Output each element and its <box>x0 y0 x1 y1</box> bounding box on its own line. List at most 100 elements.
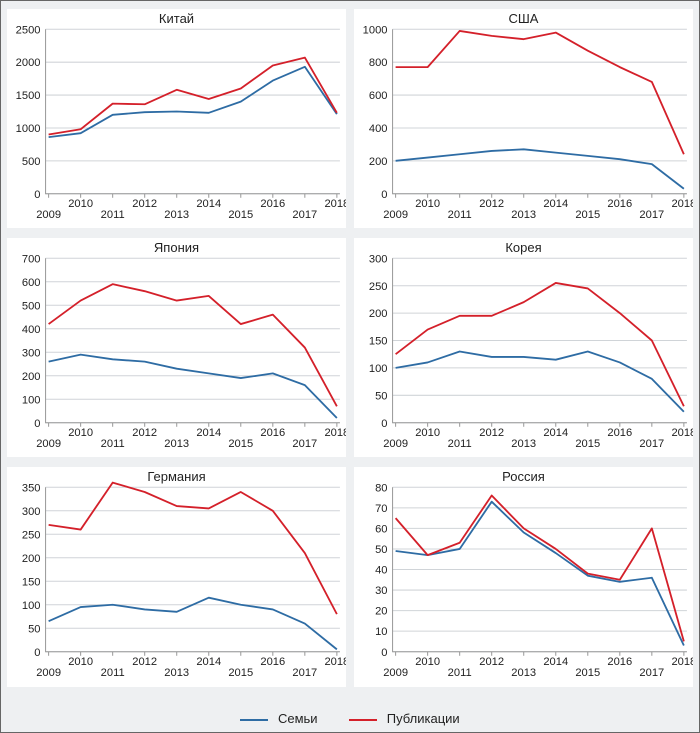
svg-text:500: 500 <box>22 301 41 313</box>
svg-text:1500: 1500 <box>16 90 41 102</box>
svg-text:2017: 2017 <box>292 209 317 221</box>
svg-text:0: 0 <box>381 418 387 430</box>
svg-text:2018: 2018 <box>324 427 346 439</box>
svg-text:200: 200 <box>369 156 388 168</box>
svg-text:2011: 2011 <box>101 438 125 450</box>
svg-text:300: 300 <box>22 506 41 518</box>
svg-text:2014: 2014 <box>543 427 568 439</box>
svg-text:2012: 2012 <box>479 427 504 439</box>
svg-text:2013: 2013 <box>511 209 536 221</box>
svg-text:300: 300 <box>22 348 41 360</box>
svg-text:2015: 2015 <box>228 668 253 680</box>
svg-text:2016: 2016 <box>260 427 285 439</box>
svg-text:2010: 2010 <box>68 656 93 668</box>
svg-text:400: 400 <box>22 324 41 336</box>
svg-text:2010: 2010 <box>415 656 440 668</box>
svg-text:200: 200 <box>22 371 41 383</box>
svg-text:2013: 2013 <box>511 668 536 680</box>
svg-text:2018: 2018 <box>671 656 693 668</box>
svg-text:2009: 2009 <box>36 668 61 680</box>
chart-panel: США0200400600800100020092010201120122013… <box>354 9 693 228</box>
chart-svg: 0501001502002503003502009201020112012201… <box>7 467 346 686</box>
svg-text:350: 350 <box>22 483 41 495</box>
figure-container: Китай05001000150020002500200920102011201… <box>0 0 700 733</box>
svg-text:2009: 2009 <box>36 209 61 221</box>
svg-text:2016: 2016 <box>607 656 632 668</box>
chart-svg: 0100200300400500600700200920102011201220… <box>7 238 346 457</box>
svg-text:40: 40 <box>375 565 387 577</box>
legend-swatch-publications <box>349 719 377 721</box>
svg-text:2012: 2012 <box>132 198 157 210</box>
svg-text:0: 0 <box>34 647 40 659</box>
svg-text:400: 400 <box>369 123 388 135</box>
legend: Семьи Публикации <box>1 711 699 726</box>
svg-text:2014: 2014 <box>196 656 221 668</box>
chart-panel: Корея05010015020025030020092010201120122… <box>354 238 693 457</box>
chart-panel: Китай05001000150020002500200920102011201… <box>7 9 346 228</box>
svg-text:500: 500 <box>22 156 41 168</box>
panel-title: Корея <box>354 240 693 255</box>
svg-text:2015: 2015 <box>575 668 600 680</box>
chart-panel: Япония0100200300400500600700200920102011… <box>7 238 346 457</box>
legend-item-publications: Публикации <box>349 711 460 726</box>
chart-svg: 0200400600800100020092010201120122013201… <box>354 9 693 228</box>
panel-title: Япония <box>7 240 346 255</box>
svg-text:2014: 2014 <box>543 656 568 668</box>
svg-text:2016: 2016 <box>607 198 632 210</box>
svg-text:2017: 2017 <box>292 438 317 450</box>
svg-text:2010: 2010 <box>68 427 93 439</box>
svg-text:2018: 2018 <box>324 198 346 210</box>
svg-text:2010: 2010 <box>68 198 93 210</box>
svg-text:2015: 2015 <box>575 209 600 221</box>
svg-text:2012: 2012 <box>479 656 504 668</box>
svg-text:50: 50 <box>28 624 40 636</box>
svg-text:2016: 2016 <box>260 656 285 668</box>
svg-text:10: 10 <box>375 627 387 639</box>
legend-item-families: Семьи <box>240 711 317 726</box>
svg-text:2009: 2009 <box>383 668 408 680</box>
svg-text:250: 250 <box>369 281 388 293</box>
svg-text:2018: 2018 <box>671 427 693 439</box>
svg-text:2011: 2011 <box>101 668 125 680</box>
svg-text:0: 0 <box>381 189 387 201</box>
svg-text:200: 200 <box>22 553 41 565</box>
svg-text:100: 100 <box>22 600 41 612</box>
svg-text:2013: 2013 <box>164 438 189 450</box>
svg-text:2013: 2013 <box>511 438 536 450</box>
svg-text:2012: 2012 <box>479 198 504 210</box>
legend-swatch-families <box>240 719 268 721</box>
svg-text:0: 0 <box>381 647 387 659</box>
svg-text:800: 800 <box>369 57 388 69</box>
chart-svg: 0501001502002503002009201020112012201320… <box>354 238 693 457</box>
svg-text:1000: 1000 <box>16 123 41 135</box>
svg-text:2014: 2014 <box>543 198 568 210</box>
svg-text:60: 60 <box>375 524 387 536</box>
svg-text:0: 0 <box>34 189 40 201</box>
svg-text:2500: 2500 <box>16 24 41 36</box>
svg-text:2017: 2017 <box>639 438 664 450</box>
svg-text:2011: 2011 <box>448 668 472 680</box>
svg-text:2011: 2011 <box>448 209 472 221</box>
svg-text:150: 150 <box>369 336 388 348</box>
panel-title: Германия <box>7 469 346 484</box>
svg-text:2013: 2013 <box>164 209 189 221</box>
svg-text:2018: 2018 <box>671 198 693 210</box>
panel-title: Россия <box>354 469 693 484</box>
svg-text:2009: 2009 <box>36 438 61 450</box>
panel-title: Китай <box>7 11 346 26</box>
legend-label-families: Семьи <box>278 711 318 726</box>
svg-text:150: 150 <box>22 577 41 589</box>
panel-grid: Китай05001000150020002500200920102011201… <box>1 1 699 689</box>
svg-text:2009: 2009 <box>383 209 408 221</box>
svg-text:2016: 2016 <box>607 427 632 439</box>
svg-text:2017: 2017 <box>292 668 317 680</box>
svg-text:50: 50 <box>375 391 387 403</box>
svg-text:600: 600 <box>369 90 388 102</box>
svg-text:2010: 2010 <box>415 427 440 439</box>
svg-text:2000: 2000 <box>16 57 41 69</box>
chart-panel: Германия05010015020025030035020092010201… <box>7 467 346 686</box>
svg-text:200: 200 <box>369 308 388 320</box>
svg-text:600: 600 <box>22 277 41 289</box>
svg-text:2017: 2017 <box>639 668 664 680</box>
svg-text:50: 50 <box>375 544 387 556</box>
